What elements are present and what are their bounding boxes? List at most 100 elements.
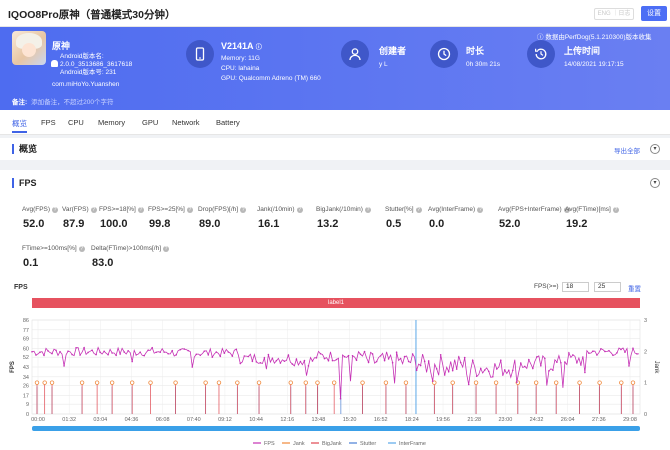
fps-point <box>95 353 97 356</box>
help-icon[interactable]: ? <box>612 207 619 213</box>
jank-marker <box>383 380 389 385</box>
tab-fps[interactable]: FPS <box>41 118 56 127</box>
metric-value: 0.5 <box>386 218 402 230</box>
duration-label: 时长 <box>466 46 485 56</box>
threshold-low-input[interactable]: 18 <box>562 282 589 292</box>
fps-point <box>187 349 190 352</box>
tab-cpu[interactable]: CPU <box>68 118 84 127</box>
remark-field[interactable]: 备注: 添加备注，不超过200个字符 <box>12 99 114 106</box>
fps-chart[interactable]: 0 9 17 26 34 43 52 60 69 77 86 0 1 2 3 00:00 01:32 03:04 0… <box>0 312 670 450</box>
jank-marker <box>331 380 337 385</box>
fps-point <box>411 353 414 355</box>
fps-point <box>295 358 298 360</box>
jank-marker <box>216 380 222 385</box>
fps-point <box>419 364 422 367</box>
collapse-fps-icon[interactable]: ▾ <box>650 178 660 188</box>
jank-marker <box>553 380 559 385</box>
fps-point <box>315 357 318 359</box>
fps-point <box>524 365 526 368</box>
fps-point <box>371 353 374 355</box>
fps-point <box>183 348 186 350</box>
y-right-tick-label: 3 <box>644 318 647 324</box>
fps-point <box>427 360 430 362</box>
metric-value: 52.0 <box>499 218 521 230</box>
x-tick-label: 18:24 <box>405 417 419 423</box>
help-icon[interactable]: ? <box>240 207 247 213</box>
fps-point <box>584 371 586 374</box>
log-button[interactable]: ENG ｜日志 <box>594 8 634 20</box>
metric-value: 16.1 <box>258 218 280 230</box>
fps-point <box>556 361 558 363</box>
help-icon[interactable]: ? <box>415 207 422 213</box>
time-range-slider <box>32 426 640 431</box>
fps-point <box>604 350 606 353</box>
fps-point <box>415 369 418 372</box>
fps-point <box>43 354 45 357</box>
fps-point <box>339 397 342 400</box>
tab-memory[interactable]: Memory <box>98 118 126 127</box>
chart-title: FPS <box>14 284 28 291</box>
fps-point <box>143 354 145 357</box>
fps-point <box>363 350 366 353</box>
fps-point <box>596 354 598 356</box>
fps-point <box>231 355 234 357</box>
fps-point <box>323 357 326 360</box>
fps-point <box>487 370 490 373</box>
fps-point <box>199 354 202 357</box>
fps-point <box>616 351 618 354</box>
help-icon[interactable]: ? <box>296 207 303 213</box>
help-icon[interactable]: ? <box>563 207 570 213</box>
fps-point <box>303 359 306 362</box>
help-icon[interactable]: ? <box>186 207 193 213</box>
fps-point <box>51 352 53 355</box>
help-icon[interactable]: ? <box>163 246 170 252</box>
label-bar[interactable]: label1 <box>32 298 640 308</box>
help-icon[interactable]: ? <box>78 246 85 252</box>
reset-link[interactable]: 重置 <box>628 286 641 293</box>
fps-point <box>399 357 402 360</box>
x-tick-label: 00:00 <box>31 417 45 423</box>
info-icon: ⓘ <box>537 34 544 41</box>
metric-12: Delta(FTime)>100ms[/h]? 83.0 <box>91 245 170 269</box>
jank-marker <box>42 380 47 385</box>
upload-label: 上传时间 <box>564 46 601 56</box>
help-icon[interactable]: ? <box>90 207 97 213</box>
metric-0: Avg(FPS)? 52.0 <box>22 206 59 230</box>
fps-point <box>467 383 470 386</box>
tab-battery[interactable]: Battery <box>216 118 240 127</box>
y-tick-label: 17 <box>23 393 29 399</box>
fps-point <box>548 370 550 372</box>
help-icon[interactable]: ? <box>477 207 484 213</box>
metric-4: Drop(FPS)[/h]? 89.0 <box>198 206 247 230</box>
fps-point <box>443 374 446 376</box>
fps-point <box>279 362 282 364</box>
jank-marker <box>148 380 153 385</box>
x-tick-label: 16:52 <box>374 417 388 423</box>
metric-7: Stutter[%]? 0.5 <box>385 206 422 230</box>
fps-point <box>395 351 398 354</box>
x-tick-label: 21:28 <box>467 417 481 423</box>
help-icon[interactable]: ? <box>137 207 144 213</box>
threshold-high-input[interactable]: 25 <box>594 282 621 292</box>
fps-point <box>620 348 622 351</box>
tab-overview[interactable]: 概览 <box>12 119 27 133</box>
export-all-link[interactable]: 导出全部 <box>614 148 640 155</box>
x-tick-label: 29:08 <box>623 417 637 423</box>
y-right-tick-label: 1 <box>644 381 647 387</box>
y-tick-label: 52 <box>23 355 29 361</box>
metric-label: Stutter[%]? <box>385 206 422 213</box>
fps-point <box>499 359 502 362</box>
fps-point <box>375 360 378 363</box>
collapse-overview-icon[interactable]: ▾ <box>650 144 660 154</box>
page-title: IQOO8Pro原神（普通模式30分钟） <box>8 9 176 21</box>
x-tick-label: 04:36 <box>125 417 139 423</box>
tab-gpu[interactable]: GPU <box>142 118 159 127</box>
fps-point <box>367 361 370 364</box>
fps-point <box>351 354 354 357</box>
tab-network[interactable]: Network <box>172 118 200 127</box>
settings-button[interactable]: 设置 <box>641 6 667 21</box>
help-icon[interactable]: ? <box>364 207 371 213</box>
x-tick-label: 06:08 <box>156 417 170 423</box>
help-icon[interactable]: ? <box>52 207 59 213</box>
fps-point <box>580 364 582 366</box>
